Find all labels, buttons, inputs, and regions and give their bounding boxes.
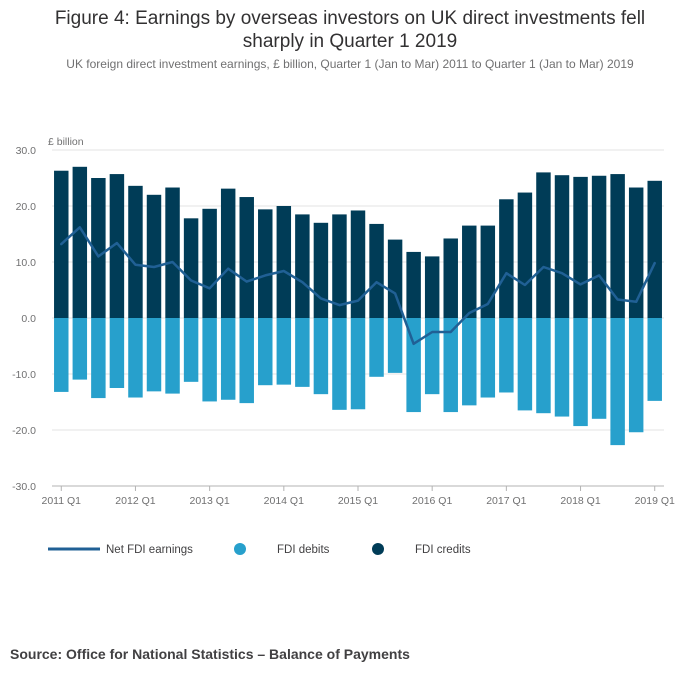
debit-bar — [239, 318, 254, 404]
debit-bar — [146, 318, 162, 392]
x-tick-label: 2015 Q1 — [338, 495, 378, 507]
credit-bar — [647, 180, 662, 318]
debit-bar — [462, 318, 477, 406]
debit-bar — [54, 318, 69, 392]
credit-bar — [165, 187, 180, 318]
y-tick-label: -30.0 — [12, 481, 36, 493]
credit-bar — [91, 178, 106, 318]
y-tick-label: 10.0 — [16, 257, 37, 269]
credit-bar — [610, 174, 625, 318]
credit-bar — [387, 239, 403, 318]
debit-bar — [109, 318, 125, 388]
x-tick-label: 2016 Q1 — [412, 495, 452, 507]
credit-bar — [109, 174, 125, 318]
net-fdi-line — [60, 226, 656, 346]
legend-label: Net FDI earnings — [106, 544, 193, 556]
legend-dot-symbol — [372, 543, 384, 555]
bars — [54, 166, 662, 446]
debit-bar — [183, 318, 199, 382]
chart-canvas: 30.0 20.0 10.0 0.0 -10.0 -20.0 -30.0 2011 Q1 201… — [12, 136, 675, 556]
debit-bar — [628, 318, 644, 433]
debit-bar — [332, 318, 347, 410]
debit-bar — [591, 318, 607, 419]
debit-bar — [258, 318, 273, 386]
debit-bar — [647, 318, 662, 401]
credit-bar — [332, 214, 347, 318]
net-line-group — [60, 226, 656, 346]
debit-bar — [220, 318, 236, 400]
credit-bar — [462, 225, 477, 318]
credit-bar — [554, 175, 570, 318]
chart-title: Figure 4: Earnings by overseas investors… — [54, 8, 646, 52]
debit-bar — [443, 318, 458, 413]
y-axis-label: £ billion — [48, 136, 84, 148]
y-tick-label: -10.0 — [12, 369, 36, 381]
debit-bar — [369, 318, 384, 377]
credit-bar — [536, 172, 551, 318]
debit-bar — [480, 318, 496, 398]
credit-bar — [220, 188, 236, 318]
debit-bar — [554, 318, 570, 417]
credit-bar — [183, 218, 199, 318]
axes: 30.0 20.0 10.0 0.0 -10.0 -20.0 -30.0 2011 Q1 201… — [12, 145, 675, 507]
credit-bar — [128, 185, 143, 318]
credit-bar — [517, 192, 533, 318]
x-tick-label: 2013 Q1 — [189, 495, 229, 507]
credit-bar — [258, 209, 273, 318]
debit-bar — [202, 318, 217, 402]
debit-bar — [91, 318, 106, 399]
debit-bar — [387, 318, 403, 373]
y-tick-label: 30.0 — [16, 145, 37, 157]
credit-bar — [313, 222, 329, 318]
debit-bar — [517, 318, 533, 411]
credit-bar — [424, 256, 440, 318]
debit-bar — [295, 318, 310, 387]
debit-bar — [424, 318, 440, 395]
x-tick-label: 2017 Q1 — [486, 495, 526, 507]
legend-label: FDI debits — [277, 544, 330, 556]
credit-bar — [72, 166, 88, 318]
debit-bar — [72, 318, 88, 380]
debit-bar — [313, 318, 329, 395]
credit-bar — [628, 187, 644, 318]
x-tick-label: 2014 Q1 — [264, 495, 304, 507]
debit-bar — [536, 318, 551, 414]
credit-bar — [146, 194, 162, 318]
y-tick-label: -20.0 — [12, 425, 36, 437]
credit-bar — [276, 206, 292, 318]
credit-bar — [295, 214, 310, 318]
legend-dot-symbol — [234, 543, 246, 555]
credit-bar — [406, 251, 421, 318]
credit-bar — [443, 238, 458, 318]
debit-bar — [276, 318, 292, 385]
x-tick-label: 2019 Q1 — [635, 495, 675, 507]
debit-bar — [573, 318, 588, 427]
credit-bar — [239, 197, 254, 318]
credit-bar — [591, 175, 607, 318]
y-tick-label: 0.0 — [21, 313, 36, 325]
source-note: Source: Office for National Statistics –… — [10, 646, 410, 662]
debit-bar — [128, 318, 143, 398]
credit-bar — [202, 208, 217, 318]
credit-bar — [480, 225, 496, 318]
debit-bar — [499, 318, 514, 393]
legend-label: FDI credits — [415, 544, 471, 556]
credit-bar — [573, 176, 588, 318]
credit-bar — [369, 223, 384, 318]
y-tick-label: 20.0 — [16, 201, 37, 213]
legend: Net FDI earnings FDI debits FDI credits — [48, 543, 471, 556]
debit-bar — [610, 318, 625, 446]
chart-subtitle: UK foreign direct investment earnings, £… — [66, 57, 634, 71]
debit-bar — [350, 318, 366, 410]
debit-bar — [165, 318, 180, 394]
x-tick-label: 2018 Q1 — [560, 495, 600, 507]
x-tick-label: 2012 Q1 — [115, 495, 155, 507]
x-tick-label: 2011 Q1 — [42, 495, 82, 507]
credit-bar — [499, 199, 514, 318]
credit-bar — [350, 210, 366, 318]
